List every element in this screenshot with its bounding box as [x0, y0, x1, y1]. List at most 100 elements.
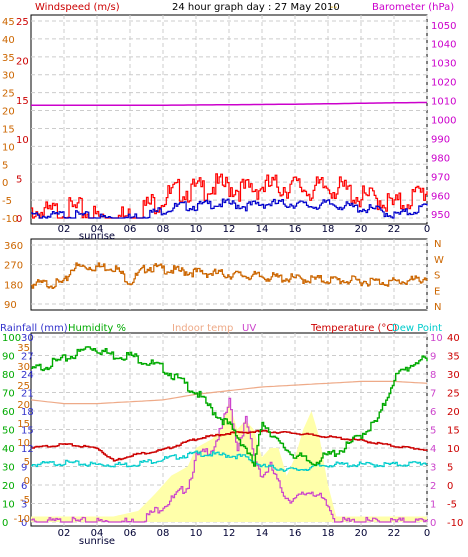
tick-label: 35 — [447, 352, 460, 363]
tick-label: 15 — [16, 96, 29, 107]
windspeed-line — [31, 173, 428, 219]
tick-label: 02 — [58, 224, 71, 235]
indoor-temp-line — [30, 380, 428, 405]
tick-label: 40 — [447, 333, 460, 344]
tick-label: 08 — [157, 528, 170, 539]
legend-temperature: Temperature (°C) — [310, 323, 397, 334]
tick-label: 10 — [17, 438, 30, 449]
axis-labels: 454035302520151050-5-1025201510501050104… — [2, 17, 463, 547]
tick-label: 45 — [2, 17, 15, 28]
tick-label: 990 — [431, 134, 450, 145]
wind-direction-line — [31, 262, 428, 289]
tick-label: 3 — [430, 463, 436, 474]
legend-dew-point: Dew Point — [392, 323, 442, 334]
tick-label: 40 — [2, 35, 15, 46]
tick-label: 270 — [4, 261, 23, 272]
tick-label: 0 — [24, 476, 30, 487]
tick-label: 360 — [4, 241, 23, 252]
tick-label: 12 — [21, 444, 34, 455]
tick-label: 1010 — [431, 97, 456, 108]
sunrise-label: sunrise — [79, 231, 115, 242]
tick-label: 10 — [190, 224, 203, 235]
tick-label: 980 — [431, 153, 450, 164]
tick-label: 970 — [431, 172, 450, 183]
tick-label: -5 — [2, 196, 12, 207]
tick-label: 5 — [24, 457, 30, 468]
panel-weather-series — [30, 346, 428, 523]
tick-label: 0 — [2, 518, 8, 529]
compass-label: S — [434, 271, 440, 282]
tick-label: 8 — [430, 370, 436, 381]
temperature-line — [31, 429, 428, 462]
sunrise-label: sunrise — [79, 536, 115, 547]
tick-label: 4 — [430, 444, 436, 455]
tick-label: -5 — [20, 495, 30, 506]
tick-label: -10 — [2, 214, 18, 225]
tick-label: 90 — [2, 352, 15, 363]
tick-label: 70 — [2, 389, 15, 400]
tick-label: 08 — [157, 224, 170, 235]
tick-label: 30 — [21, 333, 34, 344]
tick-label: 25 — [447, 389, 460, 400]
compass-label: W — [434, 255, 444, 266]
tick-label: 5 — [2, 160, 8, 171]
tick-label: 1050 — [431, 21, 456, 32]
dew-point-line — [31, 450, 428, 472]
tick-label: 20 — [355, 224, 368, 235]
tick-label: 18 — [322, 224, 335, 235]
tick-label: 14 — [256, 528, 269, 539]
tick-label: 16 — [289, 528, 302, 539]
tick-label: 1 — [430, 500, 436, 511]
tick-label: 30 — [447, 370, 460, 381]
tick-label: 20 — [2, 107, 15, 118]
tick-label: 18 — [21, 407, 34, 418]
title-dash: -- — [330, 2, 338, 13]
tick-label: 21 — [21, 389, 34, 400]
tick-label: 0 — [21, 518, 27, 529]
tick-label: 22 — [388, 528, 401, 539]
tick-label: 20 — [16, 56, 29, 67]
tick-label: 12 — [223, 224, 236, 235]
tick-label: -10 — [447, 518, 463, 529]
tick-label: 35 — [17, 343, 30, 354]
tick-label: 40 — [2, 444, 15, 455]
tick-label: 10 — [2, 142, 15, 153]
tick-label: 100 — [2, 333, 21, 344]
tick-label: 7 — [430, 389, 436, 400]
tick-label: 6 — [430, 407, 436, 418]
legend-indoor-temp: Indoor temp — [172, 323, 233, 334]
tick-label: 20 — [447, 407, 460, 418]
tick-label: 35 — [2, 53, 15, 64]
tick-label: 0 — [430, 518, 436, 529]
tick-label: 1020 — [431, 78, 456, 89]
tick-label: 06 — [124, 528, 137, 539]
tick-label: 1030 — [431, 59, 456, 70]
tick-label: 0 — [424, 224, 430, 235]
tick-label: 0 — [447, 481, 453, 492]
tick-label: 1000 — [431, 116, 456, 127]
panel-wind-grid — [31, 15, 428, 224]
tick-label: 20 — [355, 528, 368, 539]
tick-label: 15 — [2, 124, 15, 135]
tick-label: 80 — [2, 370, 15, 381]
tick-label: 960 — [431, 191, 450, 202]
solar-fill-area — [31, 401, 427, 522]
tick-label: 04 — [91, 528, 104, 539]
tick-label: 30 — [17, 362, 30, 373]
tick-label: 3 — [21, 500, 27, 511]
tick-label: 25 — [2, 89, 15, 100]
average-wind-line — [31, 198, 428, 219]
tick-label: 12 — [223, 528, 236, 539]
tick-label: 14 — [256, 224, 269, 235]
tick-label: 10 — [190, 528, 203, 539]
tick-label: 25 — [17, 381, 30, 392]
tick-label: 24 — [21, 370, 34, 381]
tick-label: 0 — [424, 528, 430, 539]
tick-label: 9 — [430, 352, 436, 363]
tick-label: 18 — [322, 528, 335, 539]
tick-label: 04 — [91, 224, 104, 235]
tick-label: 2 — [430, 481, 436, 492]
tick-label: -10 — [14, 514, 30, 525]
tick-label: -5 — [447, 500, 457, 511]
tick-label: 180 — [4, 280, 23, 291]
